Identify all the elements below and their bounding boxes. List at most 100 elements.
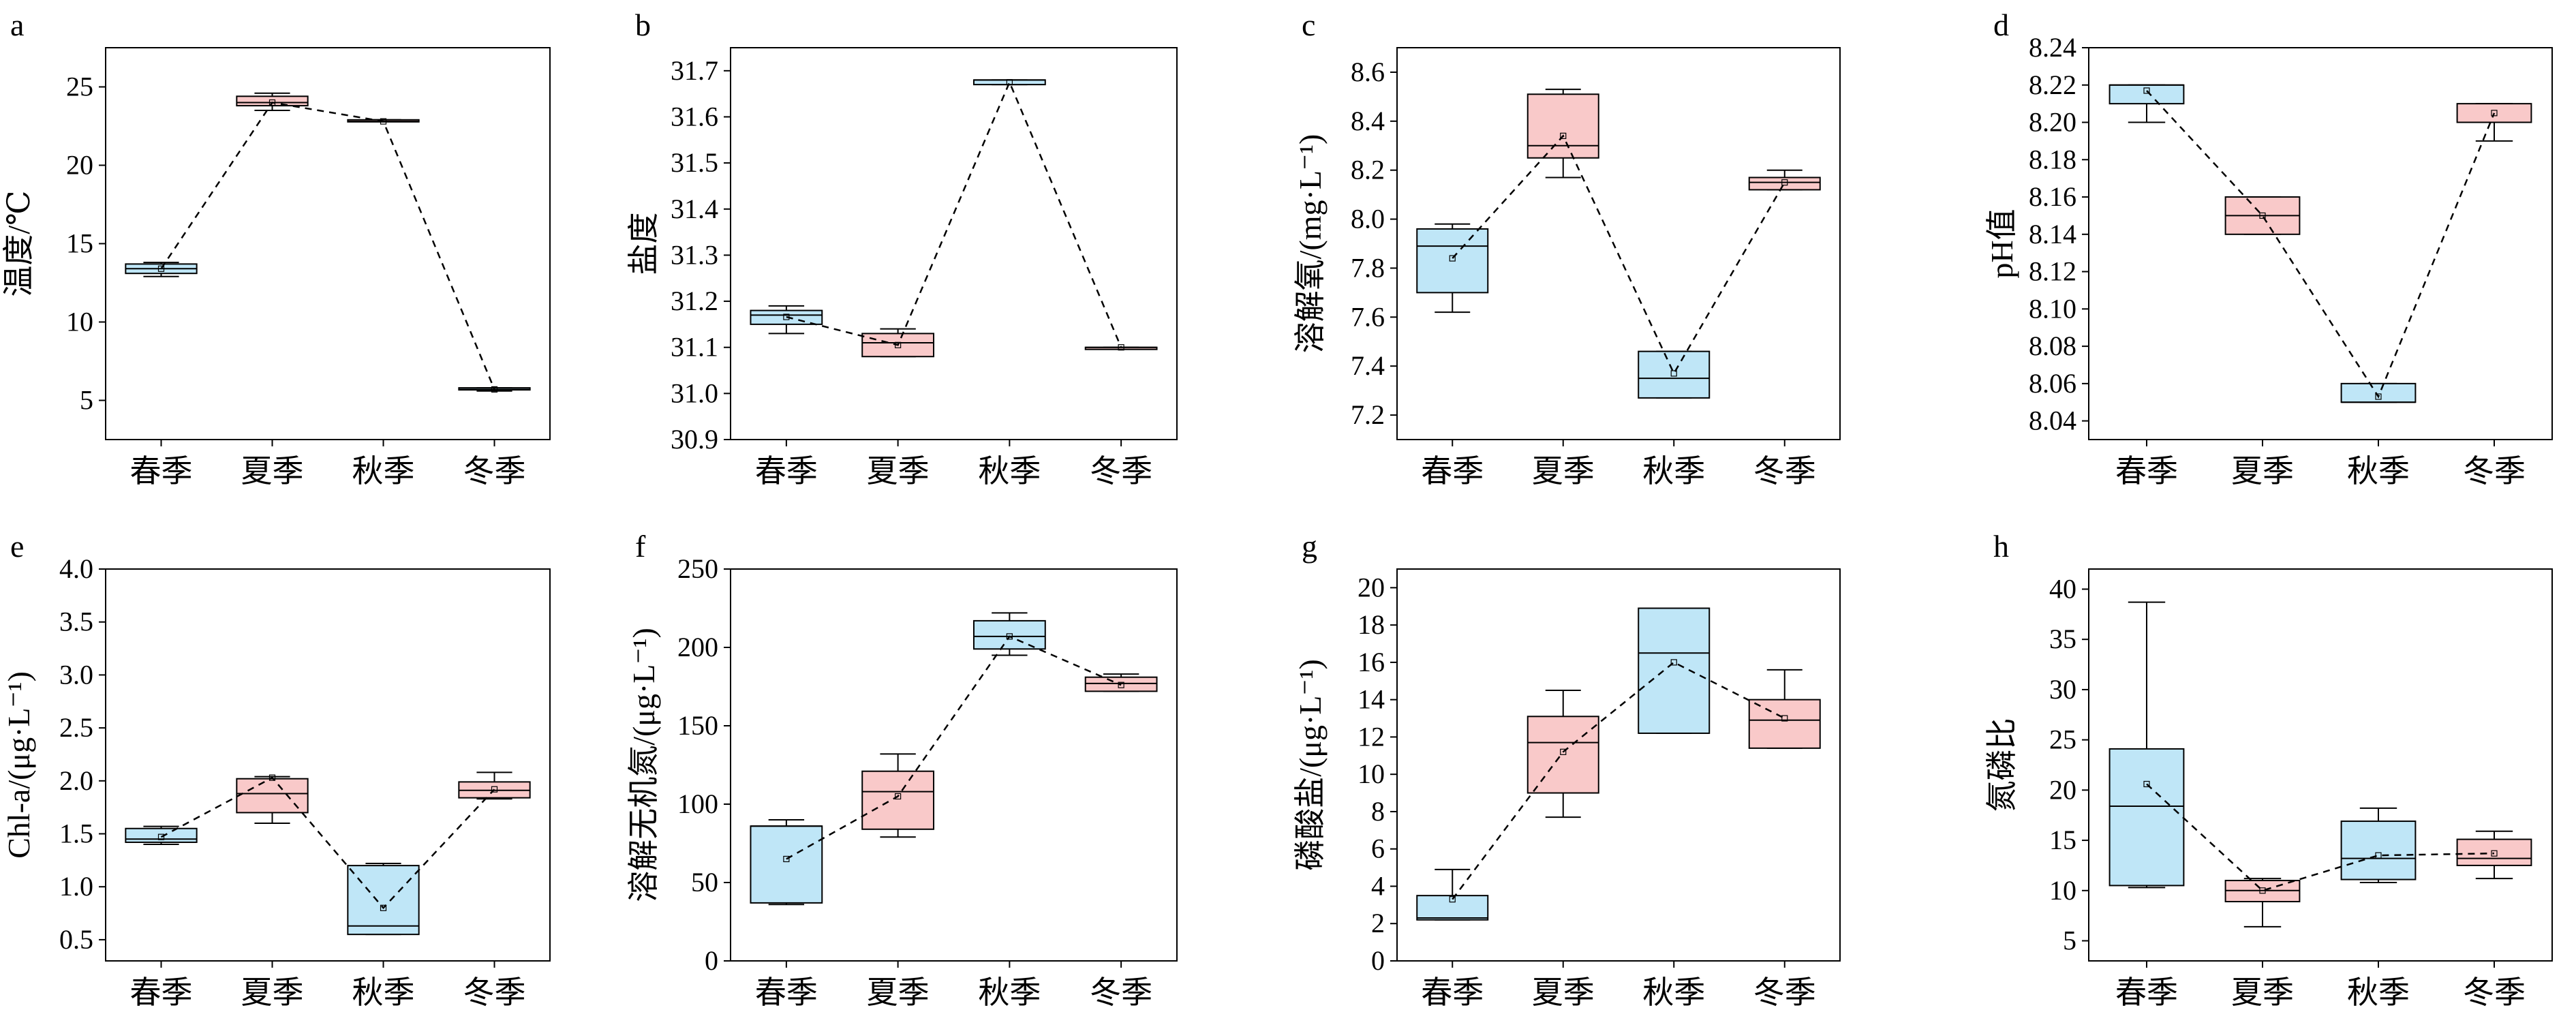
y-tick-label: 3.5 [59,607,93,637]
box [125,827,198,843]
category-label: 夏季 [2231,454,2294,489]
y-tick-label: 35 [2049,624,2076,654]
mean-marker [1560,132,1567,139]
y-tick-label: 31.3 [671,239,718,270]
y-tick-label: 1.0 [59,871,93,902]
category-label: 夏季 [867,454,930,489]
mean-trend-line [1452,661,1785,900]
category-label: 秋季 [352,454,415,489]
y-tick-label: 30 [2049,674,2076,705]
y-tick-label: 30.9 [671,424,718,455]
panel-letter: g [1302,529,1317,564]
category-label: 夏季 [1532,454,1595,489]
box [861,770,935,830]
panel-e: e 0.5 1.0 1.5 2.0 2.5 3.0 3.5 4.0 春季 夏季 秋季 冬季 Chl-a/(… [1,529,551,1010]
category-label: 秋季 [2347,454,2410,489]
box [236,95,309,107]
mean-trend-line [786,80,1122,348]
box [2109,748,2185,887]
category-label: 春季 [2115,454,2178,489]
y-axis-title: 磷酸盐/(μg·L⁻¹) [1293,659,1328,871]
mean-trend-line [1452,134,1785,375]
y-axis-title: pH值 [1984,209,2019,278]
y-tick-label: 15 [2049,825,2076,855]
category-label: 夏季 [241,975,304,1010]
y-tick-label: 15 [66,228,93,259]
mean-marker [1781,715,1788,722]
panel-g: g 0 2 4 6 8 10 12 14 16 18 20 春季 夏季 秋季 冬季 磷酸盐/(μg·L⁻¹) [1293,529,1841,1010]
mean-marker [1449,255,1456,262]
y-tick-label: 2.5 [59,712,93,743]
y-tick-label: 8.14 [2029,219,2076,249]
y-tick-label: 250 [677,553,718,584]
y-tick-label: 12 [1358,721,1385,752]
y-tick-label: 8.04 [2029,405,2076,436]
mean-marker [380,904,387,911]
category-label: 夏季 [867,975,930,1010]
panel-a: a 5 10 15 20 25 春季 夏季 秋季 冬季 温度/℃ [1,7,551,489]
y-tick-label: 31.4 [671,194,718,224]
y-tick-label: 31.1 [671,332,718,363]
box [972,619,1046,650]
category-label: 夏季 [241,454,304,489]
panel-d: d 8.04 8.06 8.08 8.10 8.12 8.14 8.16 8.18 8.20 8.2… [1984,7,2553,489]
y-tick-label: 7.8 [1351,252,1385,283]
panel-letter: b [635,7,651,42]
category-label: 春季 [755,975,818,1010]
panel-letter: c [1302,7,1315,42]
plot-frame [1396,568,1841,962]
mean-marker [491,386,498,393]
y-tick-label: 8.20 [2029,107,2076,138]
box [347,865,420,936]
y-tick-label: 40 [2049,573,2076,604]
y-axis-title: 盐度 [626,213,661,275]
y-tick-label: 5 [2063,925,2076,956]
mean-marker [2491,110,2498,117]
mean-marker [269,774,276,781]
y-tick-label: 8.4 [1351,106,1385,136]
y-axis-title: 氮磷比 [1984,718,2019,812]
category-label: 夏季 [1532,975,1595,1010]
box [1748,177,1821,191]
y-tick-label: 18 [1358,609,1385,640]
plot-frame [2088,568,2553,962]
category-label: 春季 [130,454,193,489]
category-label: 冬季 [2463,454,2526,489]
y-tick-label: 8 [1371,796,1385,827]
y-tick-label: 8.6 [1351,57,1385,87]
panel-letter: a [10,7,24,42]
mean-trend-line [2146,783,2495,892]
box [1416,895,1489,921]
box [1638,350,1711,399]
panel-h: h 5 10 15 20 25 30 35 40 春季 夏季 秋季 冬季 氮磷比 [1984,529,2553,1010]
plot-frame [730,568,1178,962]
mean-marker [2143,780,2150,788]
mean-marker [895,793,902,800]
y-tick-label: 25 [2049,724,2076,755]
mean-marker [1781,179,1788,186]
mean-marker [1006,79,1013,86]
panel-b: b 30.9 31.0 31.1 31.2 31.3 31.4 31.5 31.6 31.7 春季 夏… [626,7,1178,489]
plot-frame [2088,47,2553,440]
y-tick-label: 10 [2049,875,2076,906]
y-tick-label: 8.18 [2029,144,2076,174]
panel-f: f 0 50 100 150 200 250 春季 夏季 秋季 冬季 溶解无机氮/(μg·L⁻¹) [626,529,1178,1010]
category-label: 秋季 [978,454,1041,489]
category-label: 春季 [1421,454,1484,489]
y-axis-title: 溶解氧/(mg·L⁻¹) [1293,134,1328,354]
y-tick-label: 1.5 [59,818,93,849]
y-tick-label: 14 [1358,684,1385,715]
y-tick-label: 200 [677,632,718,662]
y-tick-label: 31.0 [671,378,718,408]
y-tick-label: 8.08 [2029,331,2076,361]
panel-c: c 7.2 7.4 7.6 7.8 8.0 8.2 8.4 8.6 春季 夏季 秋季 冬季 溶解氧/(mg… [1293,7,1841,489]
mean-marker [2143,87,2150,94]
mean-trend-line [786,635,1122,860]
y-tick-label: 0 [705,945,718,976]
y-axis-title: 溶解无机氮/(μg·L⁻¹) [626,628,661,902]
y-tick-label: 150 [677,710,718,741]
y-tick-label: 31.5 [671,147,718,178]
mean-marker [1118,344,1124,351]
y-tick-label: 7.6 [1351,301,1385,332]
